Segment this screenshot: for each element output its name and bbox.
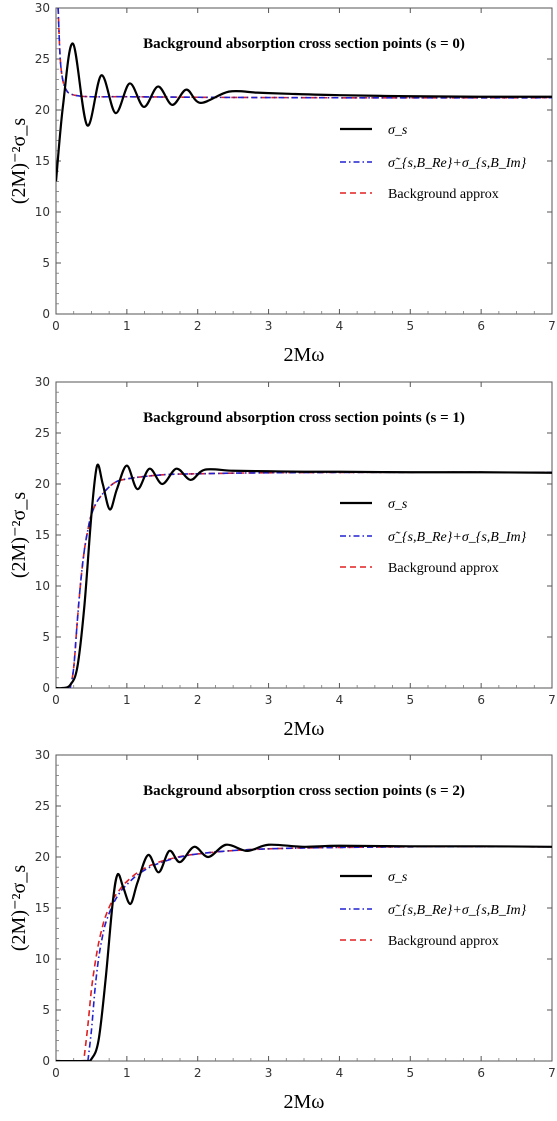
x-tick-label: 0 xyxy=(52,1066,60,1080)
series-line-0 xyxy=(56,463,552,688)
y-tick-label: 10 xyxy=(35,579,50,593)
y-tick-label: 20 xyxy=(35,850,50,864)
series-line-1 xyxy=(69,471,552,688)
y-tick-label: 0 xyxy=(42,307,50,321)
y-tick-label: 30 xyxy=(35,748,50,762)
y-tick-label: 5 xyxy=(42,1003,50,1017)
x-tick-label: 6 xyxy=(477,319,485,333)
legend-label: σ_s xyxy=(388,870,408,885)
y-tick-label: 5 xyxy=(42,256,50,270)
x-tick-label: 7 xyxy=(548,319,556,333)
chart-title: Background absorption cross section poin… xyxy=(143,783,465,799)
x-tick-label: 0 xyxy=(52,319,60,333)
y-tick-label: 0 xyxy=(42,1054,50,1068)
x-tick-label: 2 xyxy=(194,693,202,707)
x-tick-label: 3 xyxy=(265,319,273,333)
x-axis-label: 2Mω xyxy=(284,718,325,740)
x-tick-label: 4 xyxy=(336,1066,344,1080)
y-axis-label: (2M)⁻²σ_s xyxy=(8,118,30,204)
x-tick-label: 1 xyxy=(123,693,131,707)
x-tick-label: 1 xyxy=(123,1066,131,1080)
legend-label: Background approx xyxy=(388,934,499,949)
y-axis-label: (2M)⁻²σ_s xyxy=(8,492,30,578)
y-axis-label: (2M)⁻²σ_s xyxy=(8,865,30,951)
x-tick-label: 2 xyxy=(194,319,202,333)
legend-label: Background approx xyxy=(388,187,499,202)
legend-label: σ_s xyxy=(388,497,408,512)
y-tick-label: 15 xyxy=(35,901,50,915)
y-tick-label: 20 xyxy=(35,477,50,491)
x-tick-label: 3 xyxy=(265,693,273,707)
legend-label: σ̃_{s,B_Re}+σ_{s,B_Im} xyxy=(388,903,527,918)
chart-panel-s1: 0 1 2 3 4 5 6 7 0 5 10 15 20 25 30 Background absorptio… xyxy=(0,374,557,748)
legend-label: σ̃_{s,B_Re}+σ_{s,B_Im} xyxy=(388,156,527,171)
y-tick-label: 5 xyxy=(42,630,50,644)
y-tick-label: 30 xyxy=(35,375,50,389)
x-tick-label: 3 xyxy=(265,1066,273,1080)
series-line-1 xyxy=(87,845,552,1061)
chart-title: Background absorption cross section poin… xyxy=(143,36,465,52)
series-line-2 xyxy=(69,471,552,688)
x-tick-label: 5 xyxy=(406,1066,414,1080)
y-tick-label: 25 xyxy=(35,52,50,66)
y-tick-label: 10 xyxy=(35,205,50,219)
chart-svg: 0 1 2 3 4 5 6 7 0 5 10 15 20 25 30 Background absorptio… xyxy=(8,748,556,1113)
x-tick-label: 1 xyxy=(123,319,131,333)
legend-label: σ̃_{s,B_Re}+σ_{s,B_Im} xyxy=(388,530,527,545)
x-tick-label: 4 xyxy=(336,693,344,707)
series-line-0 xyxy=(56,42,552,182)
y-tick-label: 15 xyxy=(35,154,50,168)
chart-panel-s2: 0 1 2 3 4 5 6 7 0 5 10 15 20 25 30 Background absorptio… xyxy=(0,747,557,1121)
x-tick-label: 4 xyxy=(336,319,344,333)
chart-panel-s0: 0 1 2 3 4 5 6 7 0 5 10 15 20 25 30 Background absorptio… xyxy=(0,0,557,374)
x-tick-label: 5 xyxy=(406,693,414,707)
x-tick-label: 5 xyxy=(406,319,414,333)
chart-title: Background absorption cross section poin… xyxy=(143,410,465,426)
x-tick-label: 6 xyxy=(477,1066,485,1080)
chart-svg: 0 1 2 3 4 5 6 7 0 5 10 15 20 25 30 Background absorptio… xyxy=(8,375,556,740)
y-tick-label: 0 xyxy=(42,681,50,695)
x-tick-label: 0 xyxy=(52,693,60,707)
legend-label: σ_s xyxy=(388,123,408,138)
y-tick-label: 25 xyxy=(35,426,50,440)
y-tick-label: 25 xyxy=(35,799,50,813)
series-line-0 xyxy=(56,843,552,1061)
series-line-1 xyxy=(57,8,552,99)
x-tick-label: 7 xyxy=(548,1066,556,1080)
y-tick-label: 30 xyxy=(35,1,50,15)
y-tick-label: 20 xyxy=(35,103,50,117)
chart-svg: 0 1 2 3 4 5 6 7 0 5 10 15 20 25 30 Background absorptio… xyxy=(8,1,556,366)
x-tick-label: 2 xyxy=(194,1066,202,1080)
x-axis-label: 2Mω xyxy=(284,344,325,366)
series-line-2 xyxy=(83,845,552,1056)
legend-label: Background approx xyxy=(388,561,499,576)
x-tick-label: 7 xyxy=(548,693,556,707)
y-tick-label: 15 xyxy=(35,528,50,542)
x-axis-label: 2Mω xyxy=(284,1091,325,1113)
y-tick-label: 10 xyxy=(35,952,50,966)
x-tick-label: 6 xyxy=(477,693,485,707)
